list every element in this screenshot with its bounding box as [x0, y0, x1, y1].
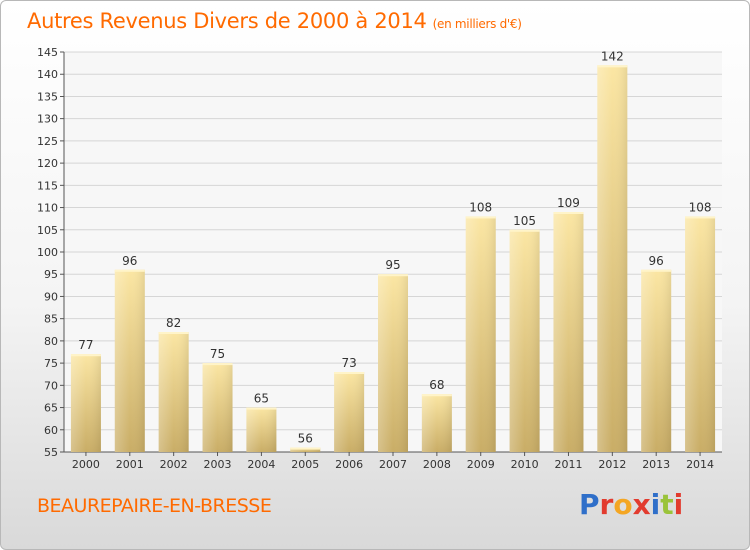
y-tick-label: 85 — [44, 313, 58, 326]
bar-shade-2009 — [465, 216, 496, 452]
bar-top-2010 — [509, 229, 540, 232]
bar-shade-2006 — [334, 372, 365, 452]
bar-top-2008 — [421, 394, 452, 397]
bar-shade-2007 — [378, 274, 408, 452]
x-tick-label-2004: 2004 — [247, 458, 275, 471]
data-label-2014: 108 — [689, 200, 712, 214]
y-tick-label: 110 — [37, 202, 58, 215]
bar-shade-2003 — [202, 363, 233, 452]
x-tick-label-2001: 2001 — [116, 458, 144, 471]
bar-shade-2004 — [246, 407, 277, 452]
x-tick-label-2003: 2003 — [204, 458, 232, 471]
logo-letter: t — [660, 488, 674, 521]
y-tick-label: 135 — [37, 90, 58, 103]
x-tick-label-2010: 2010 — [511, 458, 539, 471]
y-tick-label: 145 — [37, 46, 58, 59]
y-tick-label: 75 — [44, 357, 58, 370]
y-tick-label: 115 — [37, 179, 58, 192]
bar-shade-2012 — [597, 65, 628, 452]
data-label-2006: 73 — [341, 356, 356, 370]
logo-letter: r — [599, 488, 614, 521]
x-tick-label-2009: 2009 — [467, 458, 495, 471]
data-label-2004: 65 — [254, 392, 269, 406]
x-tick-label-2007: 2007 — [379, 458, 407, 471]
y-tick-label: 70 — [44, 379, 58, 392]
x-tick-label-2006: 2006 — [335, 458, 363, 471]
bar-top-2003 — [202, 363, 233, 366]
logo-letter: P — [579, 488, 600, 521]
bar-shade-2001 — [114, 269, 145, 452]
bar-shade-2013 — [641, 269, 672, 452]
x-tick-label-2002: 2002 — [160, 458, 188, 471]
data-label-2000: 77 — [78, 338, 93, 352]
bar-top-2004 — [246, 407, 277, 410]
data-label-2010: 105 — [513, 214, 536, 228]
bar-shade-2014 — [685, 216, 716, 452]
x-tick-label-2000: 2000 — [72, 458, 100, 471]
y-tick-label: 95 — [44, 268, 58, 281]
proxiti-logo: Proxiti — [579, 488, 683, 521]
bar-shade-2011 — [553, 212, 584, 452]
data-label-2007: 95 — [385, 258, 400, 272]
y-tick-label: 100 — [37, 246, 58, 259]
y-tick-label: 125 — [37, 135, 58, 148]
y-tick-label: 120 — [37, 157, 58, 170]
x-tick-label-2012: 2012 — [598, 458, 626, 471]
data-label-2003: 75 — [210, 347, 225, 361]
bar-top-2012 — [597, 65, 628, 68]
bar-top-2000 — [70, 354, 101, 357]
bar-top-2005 — [290, 447, 321, 450]
bar-top-2013 — [641, 269, 672, 272]
chart-subtitle: (en milliers d'€) — [432, 17, 522, 31]
y-tick-label: 130 — [37, 113, 58, 126]
data-label-2008: 68 — [429, 378, 444, 392]
y-tick-label: 65 — [44, 402, 58, 415]
y-tick-label: 55 — [44, 446, 58, 459]
bar-shade-2005 — [290, 447, 321, 452]
y-tick-label: 80 — [44, 335, 58, 348]
data-label-2009: 108 — [469, 200, 492, 214]
x-tick-label-2005: 2005 — [291, 458, 319, 471]
y-tick-label: 140 — [37, 68, 58, 81]
y-tick-label: 105 — [37, 224, 58, 237]
bar-top-2014 — [685, 216, 716, 219]
data-label-2002: 82 — [166, 316, 181, 330]
bar-shade-2010 — [509, 229, 540, 452]
logo-letter: x — [632, 488, 651, 521]
bar-shade-2002 — [158, 332, 189, 452]
data-label-2013: 96 — [649, 254, 664, 268]
data-label-2005: 56 — [298, 432, 313, 446]
bar-top-2011 — [553, 212, 584, 214]
y-tick-label: 60 — [44, 424, 58, 437]
commune-name: BEAUREPAIRE-EN-BRESSE — [37, 495, 272, 517]
y-tick-label: 90 — [44, 290, 58, 303]
chart-title-text: Autres Revenus Divers de 2000 à 2014 — [27, 9, 427, 33]
bar-top-2006 — [334, 372, 365, 374]
bar-shade-2000 — [70, 354, 101, 452]
logo-letter: i — [673, 488, 684, 521]
chart-title: Autres Revenus Divers de 2000 à 2014 (en … — [27, 9, 522, 33]
x-tick-label-2013: 2013 — [642, 458, 670, 471]
logo-letter: o — [613, 488, 633, 521]
bar-top-2001 — [114, 269, 145, 272]
x-tick-label-2011: 2011 — [554, 458, 582, 471]
bar-top-2002 — [158, 332, 189, 334]
data-label-2001: 96 — [122, 254, 137, 268]
x-tick-label-2014: 2014 — [686, 458, 714, 471]
data-label-2012: 142 — [601, 49, 624, 63]
bar-top-2007 — [378, 274, 408, 277]
x-tick-label-2008: 2008 — [423, 458, 451, 471]
logo-letter: i — [650, 488, 661, 521]
bar-shade-2008 — [421, 394, 452, 452]
data-label-2011: 109 — [557, 196, 580, 210]
bar-top-2009 — [465, 216, 496, 219]
